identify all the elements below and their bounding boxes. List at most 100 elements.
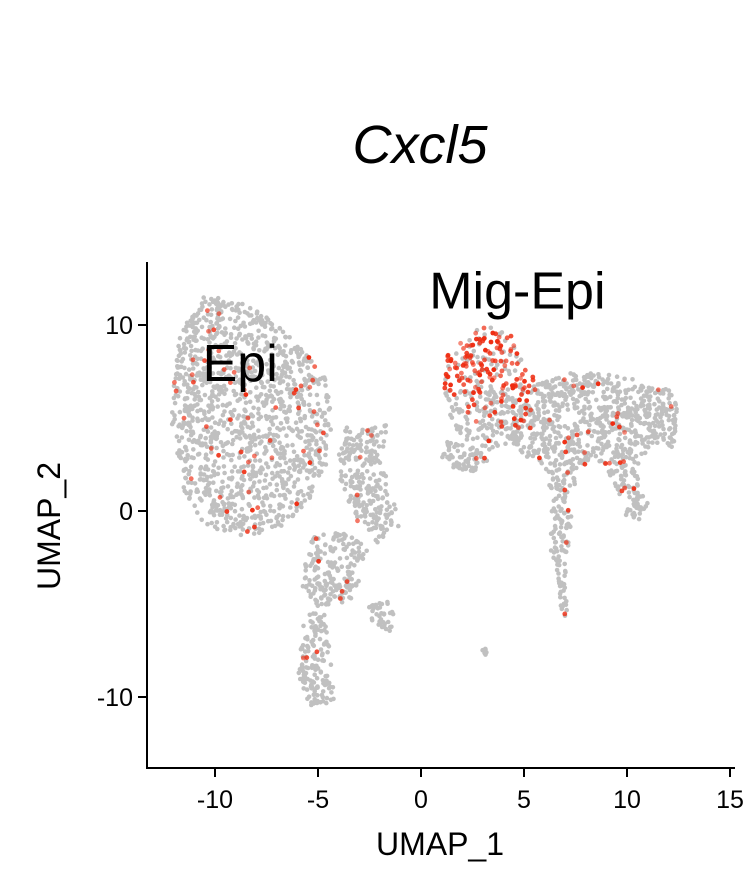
cell-point — [463, 466, 469, 472]
cell-point — [256, 328, 261, 334]
cell-point — [600, 405, 605, 411]
cell-point — [318, 647, 324, 652]
cell-point — [587, 422, 592, 428]
cell-point — [475, 435, 480, 441]
cell-point — [228, 527, 233, 533]
cell-point — [267, 431, 273, 436]
cell-point — [310, 540, 315, 545]
cell-point — [223, 330, 229, 336]
cell-point — [327, 563, 333, 568]
cell-point — [234, 352, 240, 357]
cell-point — [318, 436, 324, 442]
cell-point — [295, 433, 301, 438]
cell-point — [376, 534, 382, 539]
cell-point — [265, 379, 271, 384]
cell-point-expressing — [498, 373, 503, 379]
cell-point — [205, 521, 210, 527]
cell-point — [174, 434, 180, 439]
cell-point — [256, 530, 262, 536]
cell-point — [211, 384, 216, 390]
cell-point — [201, 336, 207, 342]
cell-point — [303, 670, 309, 676]
cell-point — [536, 410, 541, 416]
cell-point-expressing — [562, 377, 567, 383]
cell-point — [556, 408, 562, 414]
cell-point — [518, 411, 524, 417]
cell-point — [280, 445, 286, 451]
cell-point — [594, 397, 599, 403]
cell-point — [624, 415, 630, 420]
cell-point — [179, 359, 184, 364]
cell-point — [468, 468, 474, 473]
cell-point — [600, 448, 606, 453]
cell-point — [277, 325, 283, 331]
cell-point — [277, 345, 283, 351]
cell-point — [179, 449, 185, 455]
cell-point — [535, 406, 541, 412]
cell-point — [210, 389, 215, 394]
cell-point — [383, 488, 388, 494]
cell-point — [319, 469, 324, 475]
cell-point — [379, 504, 384, 509]
cell-point — [383, 520, 388, 525]
cell-point — [647, 397, 652, 403]
cell-point-expressing — [631, 486, 637, 491]
cell-point — [444, 393, 450, 398]
cell-point — [482, 650, 487, 656]
cell-point — [629, 417, 635, 423]
cell-point — [531, 448, 536, 454]
cell-point-expressing — [205, 308, 210, 313]
cell-point — [317, 376, 323, 382]
cell-point — [289, 500, 295, 505]
cell-point — [280, 368, 285, 374]
cell-point — [554, 475, 560, 480]
cell-point-expressing — [444, 373, 450, 379]
cell-point — [355, 514, 360, 520]
cell-point — [279, 374, 284, 379]
cell-point — [208, 425, 214, 430]
cell-point — [245, 424, 251, 430]
cell-point — [385, 619, 391, 625]
cell-point — [250, 474, 256, 479]
cell-point — [568, 460, 573, 466]
cell-point — [192, 503, 197, 509]
cell-point — [666, 396, 671, 401]
cell-point-expressing — [273, 405, 279, 410]
cell-point — [221, 464, 227, 469]
cell-point — [325, 649, 330, 655]
cell-point — [609, 468, 614, 473]
cell-point — [470, 436, 476, 442]
cell-point — [275, 451, 281, 456]
cell-point — [488, 325, 494, 331]
cell-point — [240, 337, 245, 342]
cell-point — [561, 477, 567, 483]
cell-point — [210, 510, 216, 516]
cell-point — [287, 387, 293, 392]
cell-point-expressing — [510, 404, 516, 409]
cell-point — [364, 548, 370, 554]
cell-point — [283, 496, 288, 501]
cell-point — [249, 440, 254, 445]
cell-point — [215, 471, 221, 477]
cell-point — [339, 458, 344, 464]
cell-point — [200, 382, 205, 388]
cell-point-expressing — [527, 425, 533, 431]
cell-point — [308, 619, 313, 624]
cell-point — [565, 407, 571, 412]
cell-point — [296, 411, 301, 417]
cell-point — [258, 313, 264, 319]
cell-point — [197, 496, 203, 501]
cell-point — [550, 378, 555, 384]
cell-point — [562, 573, 567, 579]
x-tick-label: 5 — [517, 786, 531, 814]
cell-point — [671, 438, 677, 444]
cell-point — [189, 348, 194, 354]
cell-point — [221, 523, 226, 529]
cell-point — [556, 531, 562, 537]
cell-point — [635, 476, 641, 482]
cell-point-expressing — [190, 357, 196, 363]
cell-point — [313, 631, 318, 636]
cell-point — [553, 539, 559, 545]
cell-point — [220, 402, 226, 408]
cell-point — [631, 497, 636, 503]
